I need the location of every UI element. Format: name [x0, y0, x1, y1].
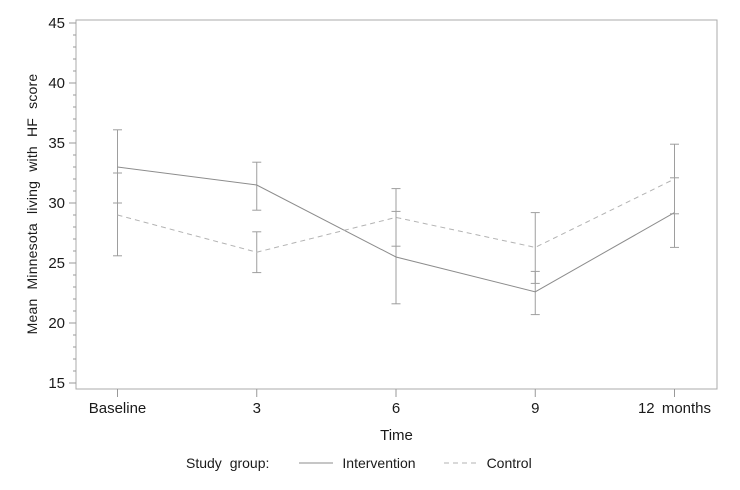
y-tick-label: 35 [48, 135, 65, 152]
x-tick-label: 12 months [638, 400, 711, 417]
x-tick-label: 9 [531, 400, 539, 417]
control-line-swatch [443, 462, 478, 464]
legend: Study group: Intervention Control [186, 453, 532, 473]
y-axis-title: Mean Minnesota living with HF score [24, 73, 40, 335]
y-tick-label: 30 [48, 195, 65, 212]
x-axis-title: Time [380, 427, 413, 444]
y-tick-label: 40 [48, 75, 65, 92]
y-tick-label: 25 [48, 255, 65, 272]
series-line-intervention [117, 166, 675, 293]
x-tick-label: 6 [392, 400, 400, 417]
y-tick-label: 20 [48, 315, 65, 332]
legend-item-intervention: Intervention [342, 455, 416, 471]
legend-title: Study group: [186, 455, 270, 471]
y-tick-label: 15 [48, 375, 65, 392]
intervention-line-swatch [299, 462, 334, 464]
x-tick-label: Baseline [89, 400, 147, 417]
legend-item-control: Control [486, 455, 532, 471]
y-tick-label: 45 [48, 15, 65, 32]
series-line-control [117, 178, 675, 253]
x-tick-label: 3 [253, 400, 261, 417]
